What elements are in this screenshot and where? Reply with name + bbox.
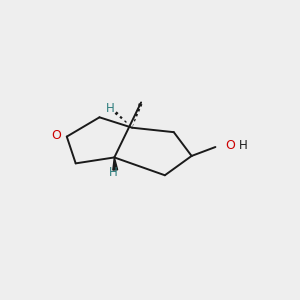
Text: H: H — [106, 102, 114, 115]
Text: H: H — [109, 166, 117, 179]
Text: O: O — [225, 139, 235, 152]
Polygon shape — [113, 158, 118, 170]
Text: O: O — [51, 129, 61, 142]
Text: H: H — [239, 139, 248, 152]
